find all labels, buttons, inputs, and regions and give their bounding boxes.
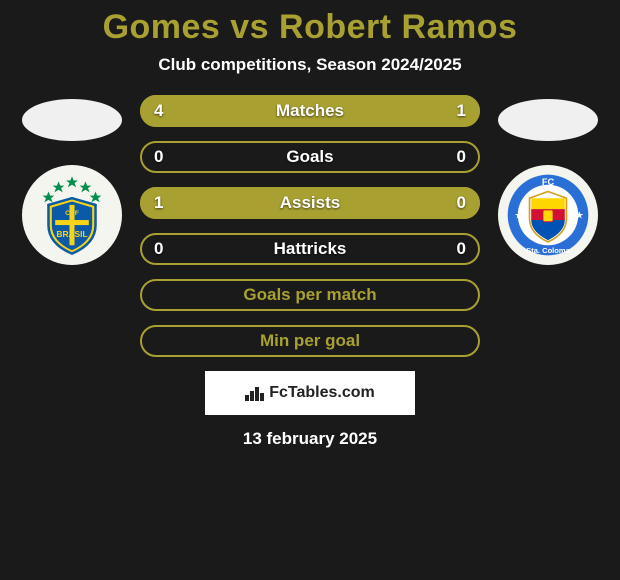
attribution-box: FcTables.com [205,371,415,415]
bars-icon [245,385,265,401]
stats-column: 4 Matches 1 0 Goals 0 1 Assists 0 [140,95,480,357]
subtitle: Club competitions, Season 2024/2025 [0,55,620,75]
stat-row-hattricks: 0 Hattricks 0 [140,233,480,265]
stat-left-value: 4 [154,101,163,121]
left-player-column: BRASIL CBF [12,95,132,265]
stat-label: Assists [280,193,340,213]
stat-label: Goals per match [243,285,376,305]
stat-right-value: 0 [457,239,466,259]
right-player-silhouette [498,99,598,141]
fctables-logo: FcTables.com [245,384,375,402]
stat-row-goals: 0 Goals 0 [140,141,480,173]
brazil-cbf-icon: BRASIL CBF [30,173,114,257]
stat-left-value: 0 [154,239,163,259]
date-text: 13 february 2025 [0,429,620,449]
attribution-text: FcTables.com [269,384,375,402]
left-club-crest: BRASIL CBF [22,165,122,265]
left-player-silhouette [22,99,122,141]
stat-row-matches: 4 Matches 1 [140,95,480,127]
stat-row-assists: 1 Assists 0 [140,187,480,219]
stat-left-value: 1 [154,193,163,213]
stat-right-value: 0 [457,193,466,213]
stat-label: Matches [276,101,344,121]
stat-right-value: 1 [457,101,466,121]
stat-left-value: 0 [154,147,163,167]
right-club-crest: FC Sta. Coloma ★ ★ [498,165,598,265]
svg-text:BRASIL: BRASIL [56,229,87,239]
page-title: Gomes vs Robert Ramos [0,8,620,47]
svg-text:Sta. Coloma: Sta. Coloma [526,246,570,255]
svg-text:★: ★ [514,210,523,221]
stat-label: Hattricks [274,239,347,259]
stat-row-goals-per-match: Goals per match [140,279,480,311]
stat-row-min-per-goal: Min per goal [140,325,480,357]
santa-coloma-icon: FC Sta. Coloma ★ ★ [506,173,590,257]
svg-text:★: ★ [575,210,584,221]
stat-label: Min per goal [260,331,360,351]
stat-label: Goals [286,147,333,167]
stat-right-value: 0 [457,147,466,167]
stat-fill-right [412,95,480,127]
right-player-column: FC Sta. Coloma ★ ★ [488,95,608,265]
svg-text:CBF: CBF [65,210,79,217]
svg-text:FC: FC [542,177,555,187]
